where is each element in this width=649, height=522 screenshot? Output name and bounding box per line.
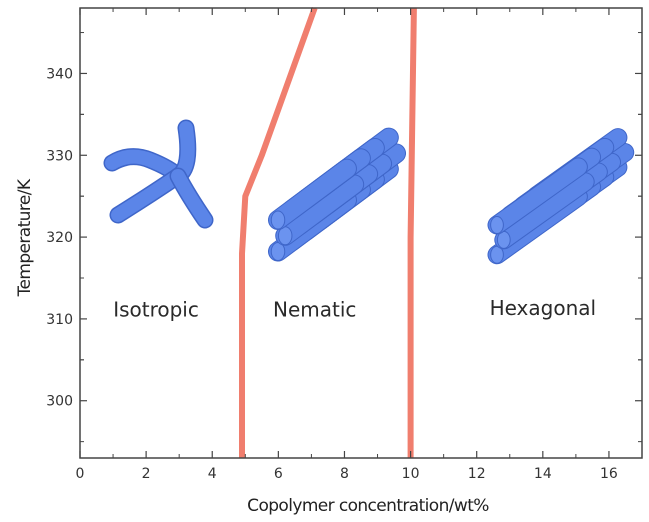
rod-end <box>270 210 286 230</box>
x-tick-label: 0 <box>76 466 85 482</box>
rod <box>488 158 587 234</box>
x-axis: 0 2 4 6 8 10 12 14 16 <box>76 8 618 482</box>
x-tick-label: 12 <box>468 466 486 482</box>
region-labels: Isotropic Nematic Hexagonal <box>113 296 596 322</box>
y-tick-label: 310 <box>46 312 73 328</box>
y-tick-label: 320 <box>46 230 73 246</box>
rod <box>269 159 356 229</box>
plot-frame <box>79 7 643 459</box>
region-label-hexagonal: Hexagonal <box>490 296 597 320</box>
nematic-rod-bundle <box>268 127 407 262</box>
hexagonal-rod-bundle <box>487 128 635 265</box>
region-label-isotropic: Isotropic <box>113 297 199 321</box>
phase-boundaries <box>239 6 417 458</box>
rod <box>495 173 594 249</box>
micelle-illustrations <box>103 119 635 265</box>
x-tick-label: 10 <box>402 466 420 482</box>
y-tick-label: 340 <box>46 66 73 82</box>
x-axis-title: Copolymer concentration/wt% <box>247 496 489 516</box>
x-tick-label: 16 <box>600 466 618 482</box>
worm-micelle <box>171 169 212 227</box>
nematic-hexagonal-boundary <box>407 7 417 458</box>
region-label-nematic: Nematic <box>273 297 356 321</box>
y-tick-label: 300 <box>46 394 73 410</box>
plot-area-border <box>79 7 643 459</box>
x-tick-label: 14 <box>534 466 552 482</box>
x-tick-label: 6 <box>274 466 283 482</box>
x-tick-label: 4 <box>208 466 217 482</box>
y-tick-label: 330 <box>46 148 73 164</box>
x-tick-label: 8 <box>340 466 349 482</box>
rod <box>276 175 364 245</box>
rod-end <box>490 216 504 234</box>
isotropic-nematic-boundary <box>239 6 318 458</box>
x-tick-label: 2 <box>142 466 151 482</box>
y-axis-title: Temperature/K <box>15 178 35 297</box>
y-axis: 300 310 320 330 340 <box>46 32 642 443</box>
